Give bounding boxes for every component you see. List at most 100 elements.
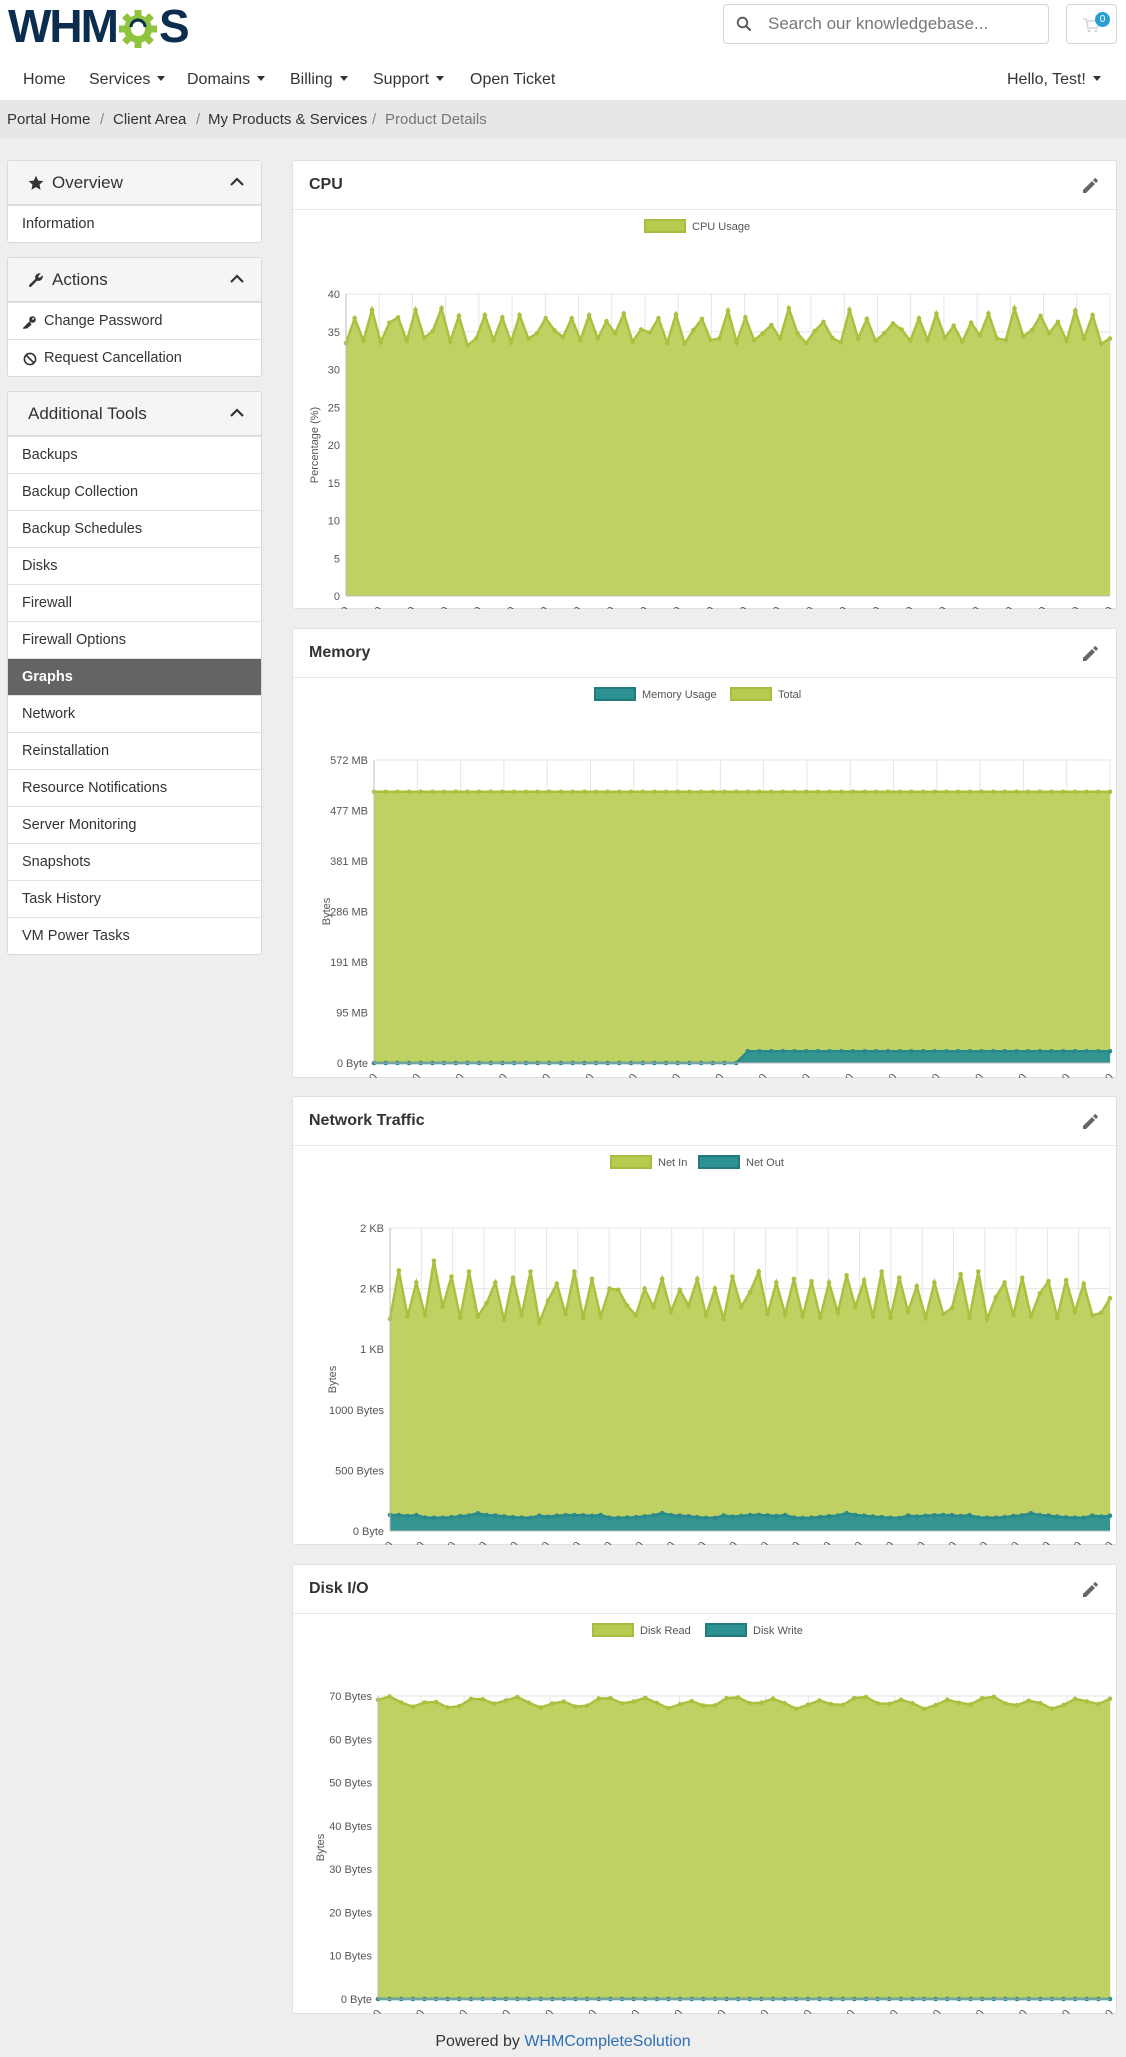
data-point: [1098, 1514, 1104, 1519]
x-tick-label: 14:35:00: [996, 2008, 1030, 2014]
data-point: [738, 1304, 744, 1310]
pencil-icon[interactable]: [1081, 1581, 1099, 1599]
data-point: [734, 340, 739, 345]
y-axis-label: Bytes: [315, 1833, 327, 1861]
x-tick-label: 13:41:00: [384, 605, 418, 609]
y-tick-label: 30: [328, 365, 340, 377]
data-point: [769, 322, 774, 328]
y-tick-label: 0: [334, 591, 340, 603]
sidebar-item-request-cancellation[interactable]: Request Cancellation: [8, 339, 261, 376]
sidebar-item-information[interactable]: Information: [8, 205, 261, 242]
data-point: [853, 1304, 858, 1310]
data-point: [631, 1699, 636, 1704]
data-point: [1107, 1296, 1113, 1301]
data-point: [738, 1513, 744, 1519]
data-point: [1049, 1049, 1054, 1054]
data-point: [1019, 1275, 1025, 1280]
sidebar-item-firewall-options[interactable]: Firewall Options: [8, 621, 261, 658]
panel-header-additional-tools[interactable]: Additional Tools: [8, 392, 261, 436]
breadcrumb-portal-home[interactable]: Portal Home: [7, 111, 91, 128]
data-point: [914, 1514, 920, 1519]
sidebar-item-backup-schedules[interactable]: Backup Schedules: [8, 510, 261, 547]
data-point: [786, 306, 792, 311]
sidebar-item-server-monitoring[interactable]: Server Monitoring: [8, 806, 261, 843]
gear-icon: [118, 6, 158, 48]
pencil-icon[interactable]: [1081, 645, 1099, 663]
sidebar-item-vm-power-tasks[interactable]: VM Power Tasks: [8, 917, 261, 954]
data-point: [475, 1511, 481, 1516]
logo-text-left: WHM: [8, 0, 119, 52]
search-input[interactable]: [768, 11, 1038, 37]
data-point: [686, 1303, 691, 1308]
data-point: [879, 1514, 884, 1520]
data-point: [369, 307, 375, 313]
nav-billing[interactable]: Billing: [290, 71, 348, 89]
breadcrumb-my-products[interactable]: My Products & Services: [208, 111, 368, 128]
sidebar-item-change-password[interactable]: Change Password: [8, 302, 261, 339]
data-point: [456, 313, 462, 319]
data-point: [624, 1515, 630, 1520]
data-point: [1014, 1049, 1019, 1054]
y-tick-label: 477 MB: [330, 806, 368, 818]
panel-header-actions[interactable]: Actions: [8, 258, 261, 302]
data-point: [979, 789, 984, 795]
panel-header-overview[interactable]: Overview: [8, 161, 261, 205]
data-point: [431, 1515, 437, 1521]
nav-services[interactable]: Services: [89, 71, 166, 89]
sidebar-item-graphs[interactable]: Graphs: [8, 658, 261, 695]
x-tick-label: 14:14:00: [781, 2008, 815, 2014]
data-point: [484, 1300, 489, 1306]
data-point: [905, 1513, 911, 1518]
x-tick-label: 13:35:00: [318, 605, 352, 609]
nav-support[interactable]: Support: [373, 71, 445, 89]
pencil-icon[interactable]: [1081, 1113, 1099, 1131]
data-point: [422, 1313, 428, 1318]
footer-link[interactable]: WHMCompleteSolution: [524, 2033, 691, 2050]
sidebar-item-label: VM Power Tasks: [22, 928, 130, 944]
data-point: [914, 1283, 920, 1289]
chart-card-header: Network Traffic: [293, 1097, 1116, 1146]
data-point: [745, 1049, 751, 1054]
sidebar-item-snapshots[interactable]: Snapshots: [8, 843, 261, 880]
sidebar-item-task-history[interactable]: Task History: [8, 880, 261, 917]
sidebar-item-label: Backups: [22, 447, 78, 463]
knowledgebase-search[interactable]: [723, 4, 1049, 44]
whmcs-logo[interactable]: WHM: [8, 0, 190, 52]
sidebar-item-backup-collection[interactable]: Backup Collection: [8, 473, 261, 510]
data-point: [563, 1512, 568, 1518]
data-point: [526, 336, 531, 341]
data-point: [535, 789, 540, 795]
sidebar-item-backups[interactable]: Backups: [8, 436, 261, 473]
data-point: [890, 321, 896, 326]
nav-home[interactable]: Home: [23, 71, 66, 89]
sidebar-item-resource-notifications[interactable]: Resource Notifications: [8, 769, 261, 806]
y-tick-label: 1 KB: [360, 1344, 384, 1356]
cart-button[interactable]: 0: [1066, 4, 1117, 44]
pencil-icon[interactable]: [1081, 177, 1099, 195]
x-tick-label: 14:35:00: [995, 1072, 1029, 1078]
sidebar-item-disks[interactable]: Disks: [8, 547, 261, 584]
user-menu[interactable]: Hello, Test!: [1007, 71, 1101, 89]
sidebar-item-reinstallation[interactable]: Reinstallation: [8, 732, 261, 769]
data-point: [840, 1702, 846, 1708]
chevron-up-icon[interactable]: [230, 274, 244, 283]
data-point: [630, 339, 635, 344]
data-point: [654, 1700, 660, 1706]
data-point: [1096, 789, 1101, 795]
chevron-up-icon[interactable]: [230, 408, 244, 417]
breadcrumb-client-area[interactable]: Client Area: [113, 111, 187, 128]
nav-open-ticket[interactable]: Open Ticket: [470, 71, 555, 89]
chevron-up-icon[interactable]: [230, 177, 244, 186]
data-point: [932, 789, 938, 795]
x-tick-label: 13:47:00: [519, 1072, 553, 1078]
data-point: [717, 336, 722, 341]
data-point: [1064, 338, 1069, 344]
nav-domains[interactable]: Domains: [187, 71, 266, 89]
sidebar-item-network[interactable]: Network: [8, 695, 261, 732]
data-point: [839, 789, 844, 795]
data-point: [923, 1315, 928, 1320]
data-point: [596, 1696, 602, 1701]
breadcrumb-separator: /: [196, 111, 201, 128]
data-point: [510, 1515, 516, 1520]
sidebar-item-firewall[interactable]: Firewall: [8, 584, 261, 621]
